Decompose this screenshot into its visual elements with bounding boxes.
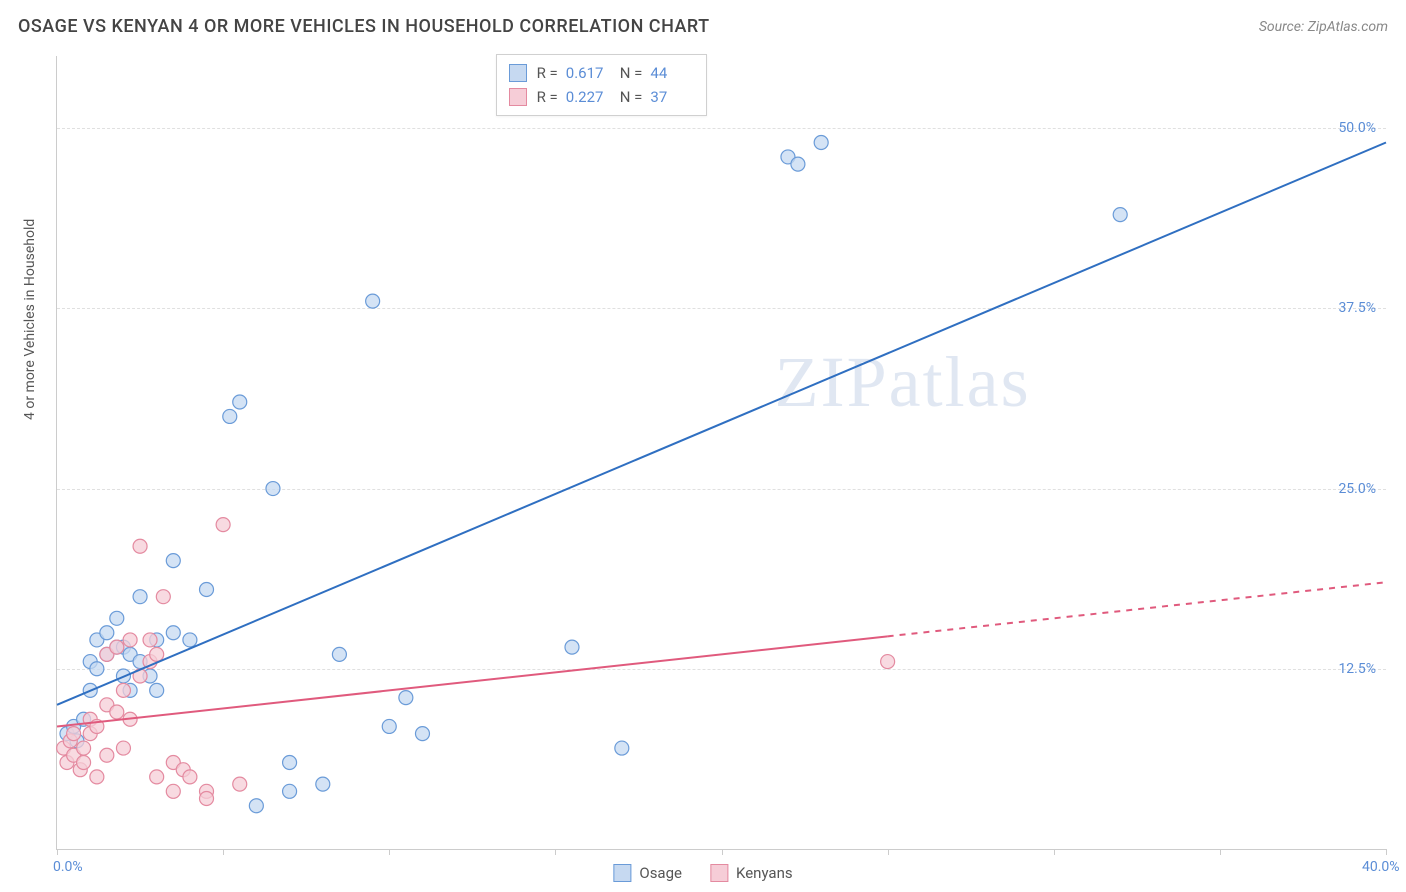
scatter-point [382, 719, 396, 733]
legend-swatch [509, 88, 527, 106]
scatter-point [283, 755, 297, 769]
scatter-point [116, 683, 130, 697]
scatter-point [133, 539, 147, 553]
scatter-point [249, 799, 263, 813]
scatter-point [615, 741, 629, 755]
x-tick [555, 849, 556, 855]
x-tick [1054, 849, 1055, 855]
scatter-point [110, 611, 124, 625]
chart-title: OSAGE VS KENYAN 4 OR MORE VEHICLES IN HO… [18, 16, 710, 37]
scatter-point [200, 792, 214, 806]
scatter-point [166, 554, 180, 568]
x-tick [223, 849, 224, 855]
scatter-point [1113, 208, 1127, 222]
trend-line [57, 143, 1386, 705]
scatter-plot-svg [57, 56, 1386, 849]
scatter-point [150, 683, 164, 697]
source-prefix: Source: [1259, 19, 1308, 35]
scatter-point [156, 590, 170, 604]
legend-swatch [710, 864, 728, 882]
x-tick [1220, 849, 1221, 855]
r-value: 0.617 [566, 61, 610, 85]
scatter-point [233, 777, 247, 791]
scatter-point [166, 626, 180, 640]
legend-label: Kenyans [736, 864, 793, 882]
x-tick [722, 849, 723, 855]
scatter-point [90, 662, 104, 676]
scatter-point [415, 727, 429, 741]
r-label: R = [537, 85, 558, 109]
scatter-point [565, 640, 579, 654]
legend-item: Kenyans [710, 864, 793, 882]
scatter-point [200, 582, 214, 596]
scatter-point [150, 770, 164, 784]
n-label: N = [620, 85, 643, 109]
scatter-point [166, 784, 180, 798]
series-legend: Osage Kenyans [613, 864, 792, 882]
scatter-point [881, 655, 895, 669]
n-value: 37 [650, 85, 694, 109]
y-tick-label: 12.5% [1338, 661, 1376, 677]
r-label: R = [537, 61, 558, 85]
legend-label: Osage [639, 864, 682, 882]
stats-legend-row: R = 0.617 N = 44 [509, 61, 695, 85]
x-tick-label: 40.0% [1362, 859, 1400, 875]
legend-item: Osage [613, 864, 682, 882]
x-tick [57, 849, 58, 855]
y-tick-label: 25.0% [1338, 481, 1376, 497]
scatter-point [100, 626, 114, 640]
scatter-point [791, 157, 805, 171]
trend-line [57, 636, 888, 726]
scatter-point [67, 727, 81, 741]
scatter-point [283, 784, 297, 798]
scatter-point [143, 633, 157, 647]
chart-plot-area: ZIPatlas R =0.617N =44R =0.227N =37 12.5… [56, 56, 1386, 850]
scatter-point [100, 748, 114, 762]
stats-legend-row: R = 0.227 N = 37 [509, 85, 695, 109]
scatter-point [116, 741, 130, 755]
scatter-point [223, 409, 237, 423]
scatter-point [216, 518, 230, 532]
y-tick-label: 50.0% [1338, 120, 1376, 136]
trend-line-dashed [888, 582, 1386, 636]
scatter-point [110, 640, 124, 654]
legend-swatch [613, 864, 631, 882]
scatter-point [133, 590, 147, 604]
scatter-point [90, 770, 104, 784]
source-name: ZipAtlas.com [1308, 19, 1388, 35]
r-value: 0.227 [566, 85, 610, 109]
y-axis-label: 4 or more Vehicles in Household [22, 219, 38, 420]
x-tick [888, 849, 889, 855]
scatter-point [399, 691, 413, 705]
x-tick-label: 0.0% [53, 859, 83, 875]
x-tick [389, 849, 390, 855]
scatter-point [814, 136, 828, 150]
scatter-point [183, 770, 197, 784]
scatter-point [316, 777, 330, 791]
x-tick [1386, 849, 1387, 855]
scatter-point [266, 482, 280, 496]
scatter-point [110, 705, 124, 719]
scatter-point [366, 294, 380, 308]
scatter-point [332, 647, 346, 661]
legend-swatch [509, 64, 527, 82]
scatter-point [150, 647, 164, 661]
source-attribution: Source: ZipAtlas.com [1259, 19, 1388, 35]
scatter-point [77, 741, 91, 755]
chart-header: OSAGE VS KENYAN 4 OR MORE VEHICLES IN HO… [18, 16, 1388, 37]
scatter-point [77, 755, 91, 769]
stats-legend-box: R = 0.617 N = 44 R = 0.227 N = 37 [496, 54, 708, 116]
scatter-point [183, 633, 197, 647]
n-label: N = [620, 61, 643, 85]
y-tick-label: 37.5% [1338, 300, 1376, 316]
n-value: 44 [650, 61, 694, 85]
scatter-point [123, 633, 137, 647]
scatter-point [233, 395, 247, 409]
